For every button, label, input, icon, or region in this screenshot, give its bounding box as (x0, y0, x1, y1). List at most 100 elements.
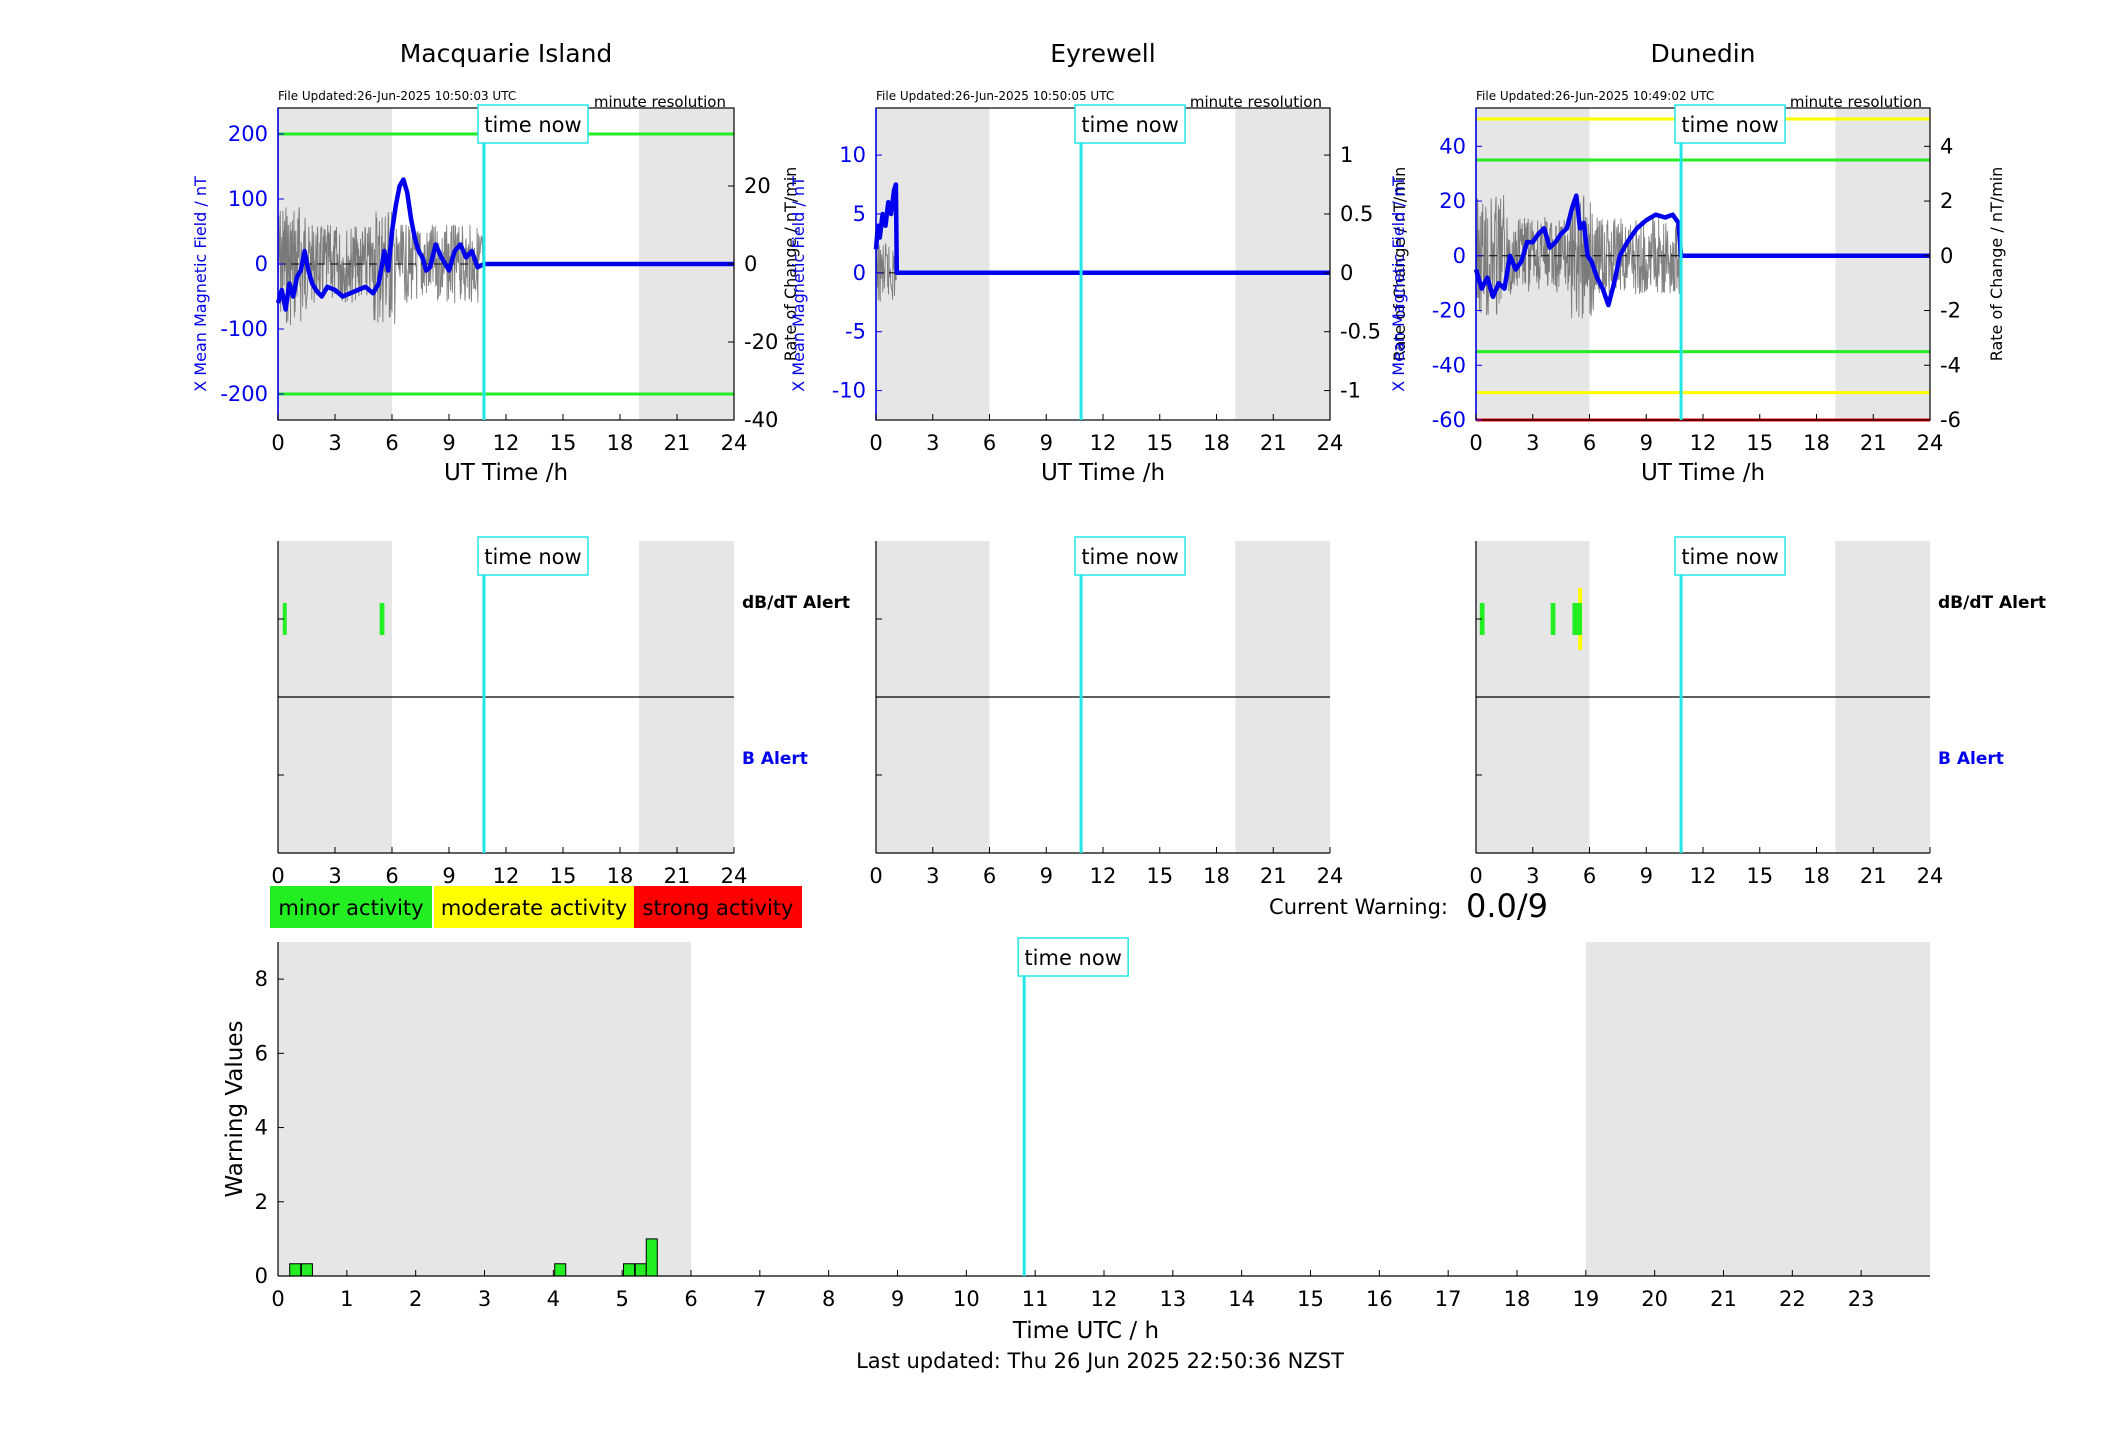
x-tick-label: 5 (615, 1287, 628, 1311)
dbdt-alert-mark-minor (1550, 603, 1556, 635)
y-tick-label: 6 (255, 1041, 268, 1065)
time-now-box (1674, 536, 1786, 576)
x-tick-label: 15 (1746, 864, 1773, 888)
warning-bar (554, 1263, 567, 1277)
x-tick-label: 9 (442, 864, 455, 888)
x-axis-label: UT Time /h (444, 460, 568, 486)
y-tick-label: 0 (255, 1264, 268, 1288)
x-tick-label: 12 (1091, 1287, 1118, 1311)
x-tick-label: 17 (1435, 1287, 1462, 1311)
x-tick-label: 12 (493, 864, 520, 888)
x-tick-label: 11 (1022, 1287, 1049, 1311)
night-shading (1585, 942, 1930, 1276)
resolution-label: minute resolution (594, 93, 726, 111)
current-warning-label: Current Warning: (1269, 895, 1448, 919)
dbdt-alert-label: dB/dT Alert (742, 593, 850, 613)
rate-of-change-trace (875, 243, 897, 302)
x-tick-label: 0 (869, 864, 882, 888)
x-tick-label: 0 (869, 431, 882, 455)
alert-panel-eyrewell: 0 3 6 9 12 15 18 21 24 time now (869, 536, 1344, 888)
x-axis-label: UT Time /h (1641, 460, 1765, 486)
x-tick-label: 22 (1779, 1287, 1806, 1311)
x-tick-label: 21 (1860, 431, 1887, 455)
x-tick-label: 13 (1159, 1287, 1186, 1311)
y-tick-label: 4 (255, 1116, 268, 1140)
x-tick-label: 15 (1297, 1287, 1324, 1311)
time-now-label: time now (1081, 545, 1178, 569)
y-tick-label-right: 0.5 (1340, 202, 1373, 226)
y-tick-label-right: 0 (744, 252, 757, 276)
x-tick-label: 9 (891, 1287, 904, 1311)
y-axis-label-left: X Mean Magnetic Field / nT (789, 176, 808, 392)
station-title: Eyrewell (1050, 39, 1155, 68)
file-updated-label: File Updated:26-Jun-2025 10:49:02 UTC (1476, 89, 1714, 103)
x-tick-label: 18 (1203, 431, 1230, 455)
x-tick-label: 3 (926, 431, 939, 455)
x-tick-label: 3 (1526, 431, 1539, 455)
x-axis-label: UT Time /h (1041, 460, 1165, 486)
warning-bar (645, 1238, 658, 1277)
x-tick-label: 20 (1641, 1287, 1668, 1311)
x-tick-label: 4 (547, 1287, 560, 1311)
alert-panel-dunedin: 0 3 6 9 12 15 18 21 24 dB/dT Alert B Alert time now (1469, 536, 2046, 888)
warning-bar (289, 1263, 302, 1277)
x-tick-label: 2 (409, 1287, 422, 1311)
x-tick-label: 23 (1848, 1287, 1875, 1311)
x-tick-label: 9 (1040, 864, 1053, 888)
x-tick-label: 6 (385, 431, 398, 455)
magnetometer-panel-eyrewell: 0 3 6 9 12 15 18 21 24 -10 -5 0 5 10 -1 -0.5 0 0.5 1 Eyrewe… (789, 39, 1409, 486)
y-tick-label-left: -40 (1432, 353, 1466, 377)
x-tick-label: 10 (953, 1287, 980, 1311)
x-tick-label: 18 (1504, 1287, 1531, 1311)
x-tick-label: 3 (926, 864, 939, 888)
last-updated-footer: Last updated: Thu 26 Jun 2025 22:50:36 N… (856, 1349, 1344, 1373)
x-tick-label: 15 (550, 864, 577, 888)
y-tick-label-right: -4 (1940, 353, 1961, 377)
resolution-label: minute resolution (1190, 93, 1322, 111)
y-tick-label-left: -10 (832, 379, 866, 403)
x-tick-label: 21 (1260, 864, 1287, 888)
x-tick-label: 6 (1583, 864, 1596, 888)
y-tick-label: 8 (255, 967, 268, 991)
x-tick-label: 21 (664, 431, 691, 455)
x-tick-label: 18 (1803, 431, 1830, 455)
mean-field-series (275, 177, 734, 312)
night-shading (278, 942, 691, 1276)
x-tick-label: 0 (271, 864, 284, 888)
x-tick-label: 12 (1090, 864, 1117, 888)
x-tick-label: 15 (1146, 864, 1173, 888)
dbdt-alert-mark-minor (1572, 603, 1582, 635)
x-tick-label: 24 (721, 431, 748, 455)
current-warning-value: 0.0/9 (1466, 887, 1548, 925)
x-tick-label: 12 (1690, 431, 1717, 455)
time-now-label: time now (1681, 545, 1778, 569)
x-tick-label: 24 (1317, 864, 1344, 888)
x-tick-label: 0 (1469, 864, 1482, 888)
y-tick-label-left: 40 (1439, 134, 1466, 158)
legend-label: minor activity (278, 896, 423, 920)
y-tick-label-right: 0 (1340, 261, 1353, 285)
y-tick-label-left: -200 (220, 382, 268, 406)
x-tick-label: 24 (1917, 864, 1944, 888)
dbdt-alert-mark-minor (379, 603, 385, 635)
b-alert-label: B Alert (742, 749, 808, 769)
y-tick-label-right: 1 (1340, 143, 1353, 167)
x-tick-label: 12 (493, 431, 520, 455)
x-tick-label: 9 (1640, 431, 1653, 455)
x-tick-label: 21 (1260, 431, 1287, 455)
x-tick-label: 15 (1746, 431, 1773, 455)
y-tick-label-left: 200 (228, 122, 268, 146)
x-tick-label: 16 (1366, 1287, 1393, 1311)
time-now-box (1674, 104, 1786, 144)
y-tick-label-right: -40 (744, 408, 778, 432)
y-tick-label-left: 0 (1453, 244, 1466, 268)
y-axis-label: Warning Values (222, 1020, 248, 1197)
y-tick-label-right: -1 (1340, 379, 1361, 403)
x-tick-label: 21 (1710, 1287, 1737, 1311)
x-tick-label: 0 (271, 1287, 284, 1311)
y-tick-label-right: -0.5 (1340, 320, 1381, 344)
legend-label: strong activity (643, 896, 794, 920)
time-now-box (1074, 104, 1186, 144)
time-now-box (1017, 937, 1129, 977)
